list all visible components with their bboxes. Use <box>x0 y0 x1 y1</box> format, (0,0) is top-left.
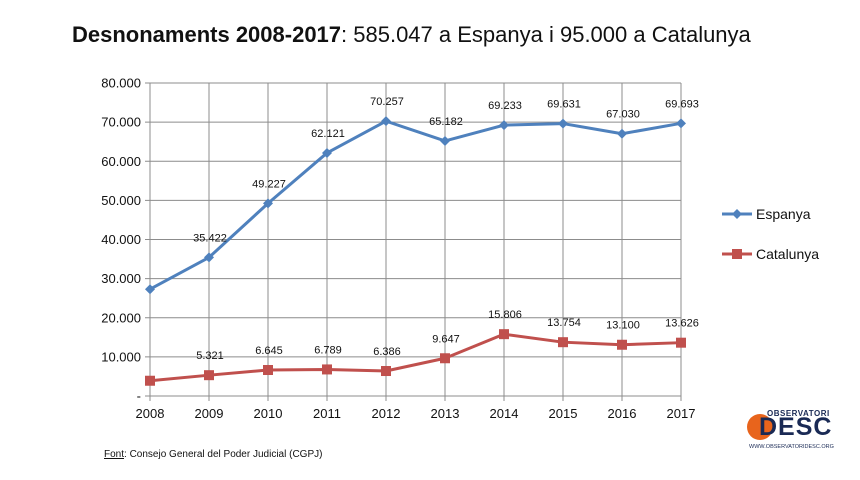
data-point <box>204 370 214 381</box>
data-point <box>145 375 155 386</box>
data-label: 13.626 <box>665 318 699 330</box>
x-tick-label: 2015 <box>549 406 578 421</box>
x-tick-label: 2008 <box>136 406 165 421</box>
y-tick-label: 70.000 <box>101 115 141 130</box>
chart-axes: - 10.000 20.000 30.000 40.000 50.000 60.000 70.… <box>101 76 695 422</box>
legend-marker <box>732 249 742 259</box>
x-tick-label: 2009 <box>195 406 224 421</box>
chart-title-rest: : 585.047 a Espanya i 95.000 a Catalunya <box>341 22 751 47</box>
data-label: 69.693 <box>665 98 699 110</box>
data-point <box>440 353 450 364</box>
data-point <box>381 366 391 377</box>
logo-main-text: DESC <box>759 413 833 441</box>
data-point <box>499 120 509 131</box>
data-label: 9.647 <box>432 333 460 345</box>
x-tick-label: 2010 <box>254 406 283 421</box>
y-tick-label: 40.000 <box>101 232 141 247</box>
legend-label: Espanya <box>756 206 811 222</box>
data-label: 35.422 <box>193 232 227 244</box>
x-tick-label: 2014 <box>490 406 519 421</box>
data-point <box>617 128 627 139</box>
data-label: 67.030 <box>606 109 640 121</box>
legend-label: Catalunya <box>756 246 819 262</box>
data-label: 62.121 <box>311 128 345 140</box>
data-label: 15.806 <box>488 309 522 321</box>
data-point <box>263 198 273 209</box>
data-point <box>381 116 391 127</box>
data-point <box>499 329 509 340</box>
data-point <box>617 339 627 350</box>
data-label: 70.257 <box>370 96 404 108</box>
x-tick-label: 2011 <box>313 406 341 421</box>
data-point <box>263 365 273 376</box>
x-tick-label: 2016 <box>608 406 637 421</box>
source-text: : Consejo General del Poder Judicial (CG… <box>124 449 323 460</box>
data-point <box>145 284 155 295</box>
y-tick-label: 80.000 <box>101 76 141 91</box>
source-note: Font: Consejo General del Poder Judicial… <box>104 449 322 460</box>
y-tick-label: - <box>137 389 141 404</box>
chart-title-bold: Desnonaments 2008-2017 <box>72 22 342 47</box>
y-tick-label: 60.000 <box>101 154 141 169</box>
y-tick-label: 10.000 <box>101 349 141 364</box>
x-tick-label: 2012 <box>372 406 401 421</box>
x-tick-label: 2017 <box>667 406 696 421</box>
legend-item-catalunya: Catalunya <box>722 246 819 262</box>
data-label: 69.631 <box>547 99 581 111</box>
series-line <box>149 119 682 291</box>
series-espanya: 35.422 49.227 62.121 70.257 65.182 69.233 69.6… <box>145 96 699 295</box>
data-label: 6.789 <box>314 344 342 356</box>
data-point <box>204 252 214 263</box>
data-point <box>676 337 686 348</box>
legend-marker <box>732 209 742 219</box>
data-label: 13.754 <box>547 317 581 329</box>
data-point <box>322 364 332 375</box>
data-point <box>676 118 686 129</box>
y-tick-label: 50.000 <box>101 193 141 208</box>
data-label: 6.645 <box>255 345 283 357</box>
series-catalunya: 5.321 6.645 6.789 6.386 9.647 15.806 13.754 13.… <box>145 309 699 386</box>
data-label: 69.233 <box>488 100 522 112</box>
logo-top-text: OBSERVATORI <box>767 409 830 418</box>
data-label: 49.227 <box>252 178 286 190</box>
y-tick-label: 30.000 <box>101 271 141 286</box>
series-line <box>149 332 682 383</box>
x-tick-label: 2013 <box>431 406 460 421</box>
data-label: 6.386 <box>373 346 401 358</box>
chart-series: 35.422 49.227 62.121 70.257 65.182 69.233 69.6… <box>145 96 699 386</box>
chart-title: Desnonaments 2008-2017: 585.047 a Espany… <box>72 22 751 48</box>
data-label: 13.100 <box>606 320 640 332</box>
data-label: 5.321 <box>196 350 224 362</box>
y-tick-label: 20.000 <box>101 310 141 325</box>
observatori-desc-logo: OBSERVATORI DESC WWW.OBSERVATORIDESC.ORG <box>745 408 845 454</box>
logo-url: WWW.OBSERVATORIDESC.ORG <box>749 444 834 450</box>
data-point <box>558 337 568 348</box>
data-point <box>440 135 450 146</box>
source-label: Font <box>104 449 125 460</box>
chart-legend: Espanya Catalunya <box>722 206 819 262</box>
data-label: 65.182 <box>429 116 463 128</box>
legend-item-espanya: Espanya <box>722 206 811 222</box>
data-point <box>558 118 568 129</box>
logo-circle-icon <box>747 414 773 440</box>
data-point <box>322 147 332 158</box>
